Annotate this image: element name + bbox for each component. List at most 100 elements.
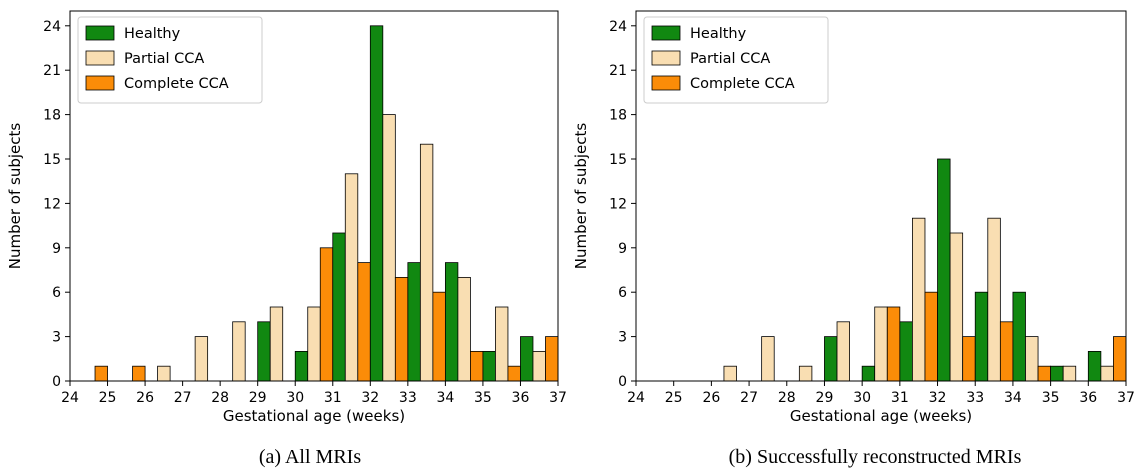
legend-label-complete-cca: Complete CCA (124, 76, 229, 92)
x-tick-label: 32 (929, 390, 947, 406)
y-tick-label: 9 (52, 241, 61, 257)
legend-label-partial-cca: Partial CCA (124, 51, 204, 67)
x-tick-label: 24 (627, 390, 645, 406)
bar-healthy-30.5 (861, 365, 876, 382)
figure-caption: (a) All MRIs (259, 446, 361, 468)
y-tick-label: 24 (43, 19, 61, 35)
legend-swatch-partial-cca (85, 50, 115, 66)
bar-partial-cca-31.5 (912, 217, 926, 382)
x-tick-label: 29 (816, 390, 834, 406)
bar-partial-cca-26.5 (723, 365, 737, 382)
x-tick-label: 25 (99, 390, 117, 406)
y-tick-label: 21 (609, 63, 627, 79)
legend: Healthy Partial CCA Complete CCA (77, 16, 263, 104)
legend-label-partial-cca: Partial CCA (690, 51, 770, 67)
y-tick-label: 12 (609, 196, 627, 212)
bar-partial-cca-27.5 (194, 336, 209, 382)
y-tick-label: 24 (609, 19, 627, 35)
bar-complete-cca-36.5 (1113, 336, 1127, 382)
y-tick-label: 21 (43, 63, 61, 79)
y-tick-label: 18 (609, 108, 627, 124)
x-tick-label: 36 (512, 390, 530, 406)
y-tick-label: 6 (52, 285, 61, 301)
legend-label-healthy: Healthy (690, 26, 747, 42)
x-tick-label: 29 (249, 390, 267, 406)
bar-healthy-29.5 (824, 336, 838, 382)
legend-swatch-complete-cca (85, 75, 115, 91)
x-tick-label: 34 (1004, 390, 1022, 406)
y-tick-label: 6 (618, 285, 627, 301)
x-tick-label: 33 (399, 390, 417, 406)
bar-partial-cca-34.5 (1025, 336, 1039, 382)
y-tick-label: 18 (43, 108, 61, 124)
bar-complete-cca-35.5 (507, 365, 521, 382)
plot-frame (69, 10, 559, 382)
y-axis-label: Number of subjects (6, 123, 24, 270)
bar-healthy-36.5 (1087, 350, 1102, 382)
bar-complete-cca-36.5 (545, 336, 559, 382)
plot-frame (635, 10, 1127, 382)
bar-partial-cca-36.5 (532, 350, 546, 382)
bar-complete-cca-33.5 (999, 321, 1014, 382)
y-tick-label: 0 (618, 374, 627, 390)
legend-swatch-healthy (651, 25, 681, 41)
y-tick-label: 3 (52, 330, 61, 346)
legend-swatch-complete-cca (651, 75, 681, 91)
y-tick-label: 9 (618, 241, 627, 257)
legend-box (77, 16, 263, 104)
bar-partial-cca-33.5 (419, 143, 434, 382)
bar-healthy-29.5 (257, 321, 271, 382)
x-tick-label: 35 (474, 390, 492, 406)
legend-box (643, 16, 829, 104)
bar-complete-cca-30.5 (319, 247, 334, 382)
bar-complete-cca-30.5 (886, 306, 901, 382)
x-tick-label: 34 (436, 390, 454, 406)
legend-swatch-partial-cca (651, 50, 681, 66)
bar-partial-cca-27.5 (761, 336, 775, 382)
bar-complete-cca-32.5 (394, 276, 409, 382)
x-tick-label: 30 (286, 390, 304, 406)
bar-healthy-32.5 (937, 158, 951, 382)
bar-healthy-33.5 (974, 291, 989, 382)
x-tick-label: 31 (324, 390, 342, 406)
bar-healthy-33.5 (407, 262, 421, 382)
bar-partial-cca-35.5 (495, 306, 509, 382)
x-tick-label: 36 (1079, 390, 1097, 406)
bar-partial-cca-33.5 (987, 217, 1001, 382)
bar-complete-cca-31.5 (924, 291, 938, 382)
x-tick-label: 33 (966, 390, 984, 406)
bar-partial-cca-36.5 (1100, 365, 1114, 382)
figure-caption: (b) Successfully reconstructed MRIs (729, 446, 1022, 468)
x-tick-label: 37 (1117, 390, 1135, 406)
legend: Healthy Partial CCA Complete CCA (643, 16, 829, 104)
y-tick-label: 15 (609, 152, 627, 168)
bar-partial-cca-28.5 (232, 321, 246, 382)
x-tick-label: 28 (211, 390, 229, 406)
chart-panel-b: 24 25 26 27 28 29 30 31 32 33 34 35 36 37036912151821… (572, 10, 1135, 468)
bar-partial-cca-29.5 (269, 306, 284, 382)
x-tick-label: 28 (778, 390, 796, 406)
bar-partial-cca-32.5 (949, 232, 964, 382)
legend-label-complete-cca: Complete CCA (690, 76, 795, 92)
bar-complete-cca-31.5 (357, 262, 371, 382)
bar-complete-cca-34.5 (1037, 365, 1052, 382)
bar-complete-cca-33.5 (432, 291, 446, 382)
bar-complete-cca-24.5 (94, 365, 108, 382)
bar-partial-cca-29.5 (836, 321, 850, 382)
y-axis-label: Number of subjects (572, 123, 590, 270)
y-tick-label: 12 (43, 196, 61, 212)
chart-panel-a: 24 25 26 27 28 29 30 31 32 33 34 35 36 37036912151821… (6, 10, 567, 468)
bar-healthy-32.5 (369, 25, 384, 382)
bar-partial-cca-26.5 (157, 365, 171, 382)
x-tick-label: 26 (136, 390, 154, 406)
x-tick-label: 25 (665, 390, 683, 406)
bar-healthy-35.5 (1050, 365, 1064, 382)
x-tick-label: 31 (891, 390, 909, 406)
bar-partial-cca-28.5 (798, 365, 813, 382)
bar-healthy-31.5 (899, 321, 913, 382)
bar-partial-cca-32.5 (382, 114, 396, 382)
bar-complete-cca-25.5 (132, 365, 146, 382)
bar-healthy-34.5 (444, 262, 459, 382)
bar-healthy-30.5 (294, 350, 309, 382)
